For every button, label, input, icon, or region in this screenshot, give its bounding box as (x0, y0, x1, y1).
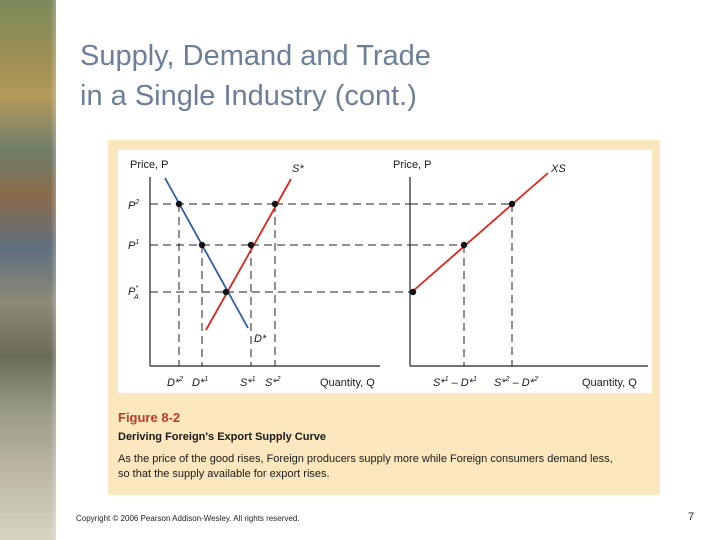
qty-label-d2: D*2 (167, 376, 183, 389)
copyright-notice: Copyright © 2006 Pearson Addison-Wesley.… (76, 514, 300, 523)
figure-number: Figure 8-2 (118, 410, 181, 425)
diagram-area (118, 150, 652, 393)
figure-caption: As the price of the good rises, Foreign … (118, 452, 654, 482)
qty-label-s2: S*2 (265, 376, 281, 389)
point-d2 (175, 200, 183, 208)
right-x-axis-label: Quantity, Q (582, 377, 637, 389)
point-xs-1 (460, 241, 468, 249)
qty-label-d1: D*1 (192, 376, 208, 389)
left-x-axis-label: Quantity, Q (320, 377, 375, 389)
export-supply-curve (412, 172, 549, 292)
price-label-p1: P1 (128, 239, 139, 252)
slide-number: 7 (688, 511, 695, 523)
point-d1 (198, 241, 206, 249)
right-y-axis-label: Price, P (393, 159, 432, 171)
export-qty-label-2: S*2 – D*2 (494, 376, 538, 389)
point-xs-2 (508, 200, 516, 208)
slide-title: Supply, Demand and Trade in a Single Ind… (80, 36, 680, 116)
export-qty-label-1: S*1 – D*1 (433, 376, 477, 389)
photo-strip-fade (0, 0, 72, 540)
slide-title-line-1: Supply, Demand and Trade (80, 40, 431, 72)
figure-title: Deriving Foreign's Export Supply Curve (118, 431, 326, 443)
slide-title-line-2: in a Single Industry (cont.) (80, 80, 417, 112)
price-label-pa: P* A (128, 285, 139, 301)
point-xs-autarky (409, 288, 417, 296)
foreign-supply-curve (205, 178, 292, 331)
qty-label-s1: S*1 (240, 376, 256, 389)
supply-curve-label: S* (292, 163, 304, 175)
figure-caption-line-1: As the price of the good rises, Foreign … (118, 453, 613, 465)
foreign-demand-curve (164, 177, 249, 329)
export-supply-label: XS (550, 163, 566, 175)
demand-curve-label: D* (254, 333, 267, 345)
price-label-p2: P2 (128, 199, 139, 212)
figure-caption-line-2: so that the supply available for export … (118, 468, 330, 480)
left-y-axis-label: Price, P (130, 159, 169, 171)
